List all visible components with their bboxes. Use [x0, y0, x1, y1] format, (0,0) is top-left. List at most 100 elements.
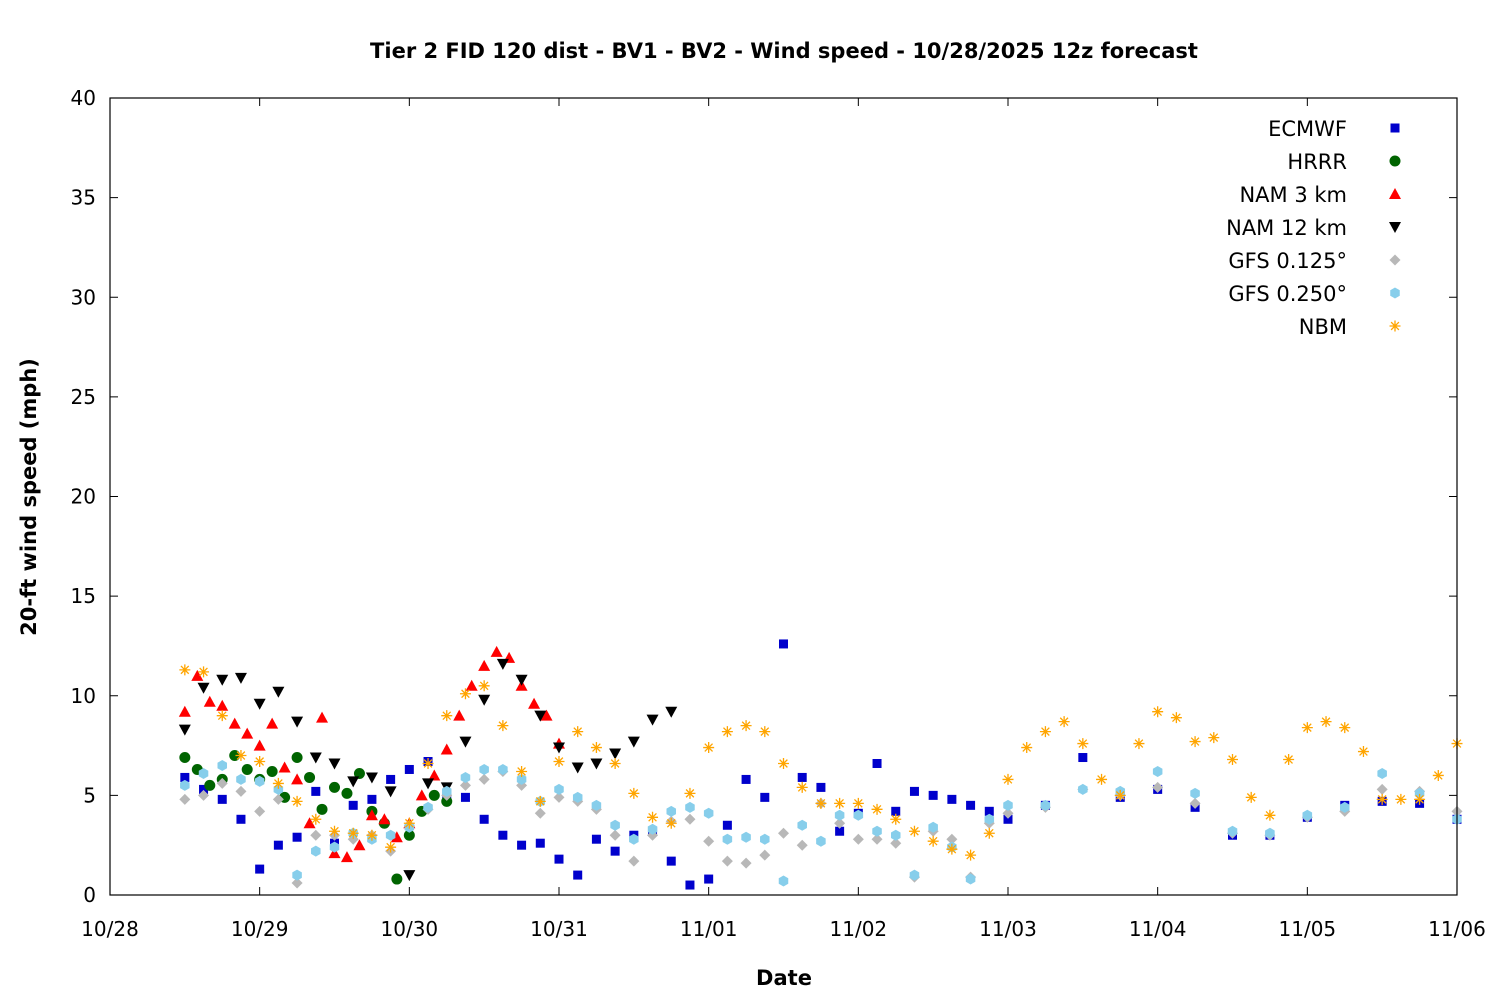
data-point — [329, 781, 340, 793]
data-point — [403, 870, 416, 882]
data-point — [778, 827, 789, 839]
data-point — [199, 784, 209, 794]
data-point — [1301, 722, 1313, 734]
data-point — [646, 714, 659, 726]
data-point — [703, 742, 715, 754]
data-point — [266, 765, 278, 777]
data-point — [234, 672, 247, 684]
data-point — [928, 790, 938, 800]
data-point — [778, 757, 789, 769]
data-point — [278, 761, 291, 773]
data-point — [610, 819, 620, 831]
data-point — [572, 726, 584, 738]
data-point — [216, 699, 229, 711]
data-point — [591, 799, 602, 811]
data-point — [479, 763, 489, 775]
legend-label: GFS 0.250° — [1228, 282, 1347, 306]
data-point — [722, 820, 732, 830]
data-point — [378, 813, 391, 825]
data-point — [890, 829, 901, 841]
data-point — [497, 720, 509, 732]
data-point — [685, 801, 695, 813]
legend-label: NBM — [1299, 315, 1347, 339]
data-point — [1357, 746, 1369, 758]
data-point — [292, 869, 302, 881]
data-point — [517, 840, 527, 850]
data-point — [365, 809, 378, 821]
data-point — [684, 813, 696, 825]
data-point — [984, 806, 994, 816]
data-point — [540, 709, 553, 721]
data-point — [459, 779, 471, 791]
data-point — [1078, 753, 1088, 763]
data-point — [834, 809, 845, 821]
data-point — [704, 874, 714, 884]
data-point — [797, 772, 807, 782]
y-tick-label: 5 — [83, 783, 96, 807]
data-point — [1302, 809, 1313, 821]
data-point — [179, 752, 191, 764]
data-point — [965, 849, 977, 861]
x-tick-label: 10/29 — [231, 917, 289, 941]
data-point — [515, 674, 528, 686]
data-point — [610, 846, 620, 856]
data-point — [721, 726, 733, 738]
data-point — [629, 833, 639, 845]
data-point — [216, 777, 228, 789]
legend-label: GFS 0.125° — [1228, 249, 1347, 273]
data-point — [422, 757, 434, 769]
data-point — [1077, 738, 1089, 750]
data-point — [778, 875, 789, 887]
series-nam-3-km — [178, 645, 565, 863]
data-point — [178, 705, 191, 717]
data-point — [759, 726, 771, 738]
data-point — [1376, 783, 1388, 795]
data-point — [309, 752, 322, 764]
data-point — [385, 841, 397, 853]
data-point — [891, 806, 901, 816]
data-point — [353, 839, 366, 851]
data-point — [441, 795, 453, 807]
data-point — [178, 724, 191, 736]
data-point — [796, 839, 808, 851]
data-point — [291, 752, 303, 764]
data-point — [890, 813, 902, 825]
data-point — [304, 771, 316, 783]
data-point — [647, 823, 658, 835]
data-point — [272, 793, 284, 805]
data-point — [367, 794, 377, 804]
data-point — [984, 813, 995, 825]
data-point — [217, 759, 228, 771]
data-point — [1170, 712, 1182, 724]
data-point — [1432, 769, 1444, 781]
data-point — [534, 795, 546, 807]
x-tick-label: 11/01 — [680, 917, 738, 941]
data-point — [609, 757, 621, 769]
data-point — [180, 772, 190, 782]
data-point — [460, 771, 471, 783]
data-point — [1190, 787, 1200, 799]
data-point — [1003, 799, 1013, 811]
data-point — [253, 739, 266, 751]
data-point — [347, 776, 360, 788]
data-point — [478, 773, 490, 785]
data-point — [609, 748, 622, 760]
series-gfs-0-250- — [180, 759, 1462, 887]
data-point — [386, 774, 396, 784]
data-point — [834, 817, 846, 829]
data-point — [946, 833, 958, 845]
data-point — [946, 843, 958, 855]
data-point — [573, 870, 583, 880]
data-point — [627, 736, 640, 748]
data-point — [928, 821, 938, 833]
data-point — [316, 711, 329, 723]
data-point — [983, 827, 995, 839]
data-point — [591, 834, 601, 844]
data-point — [966, 800, 976, 810]
data-point — [628, 787, 640, 799]
data-point — [348, 800, 358, 810]
data-point — [535, 838, 545, 848]
legend-marker — [1389, 155, 1401, 167]
data-point — [740, 720, 752, 732]
data-point — [609, 829, 621, 841]
